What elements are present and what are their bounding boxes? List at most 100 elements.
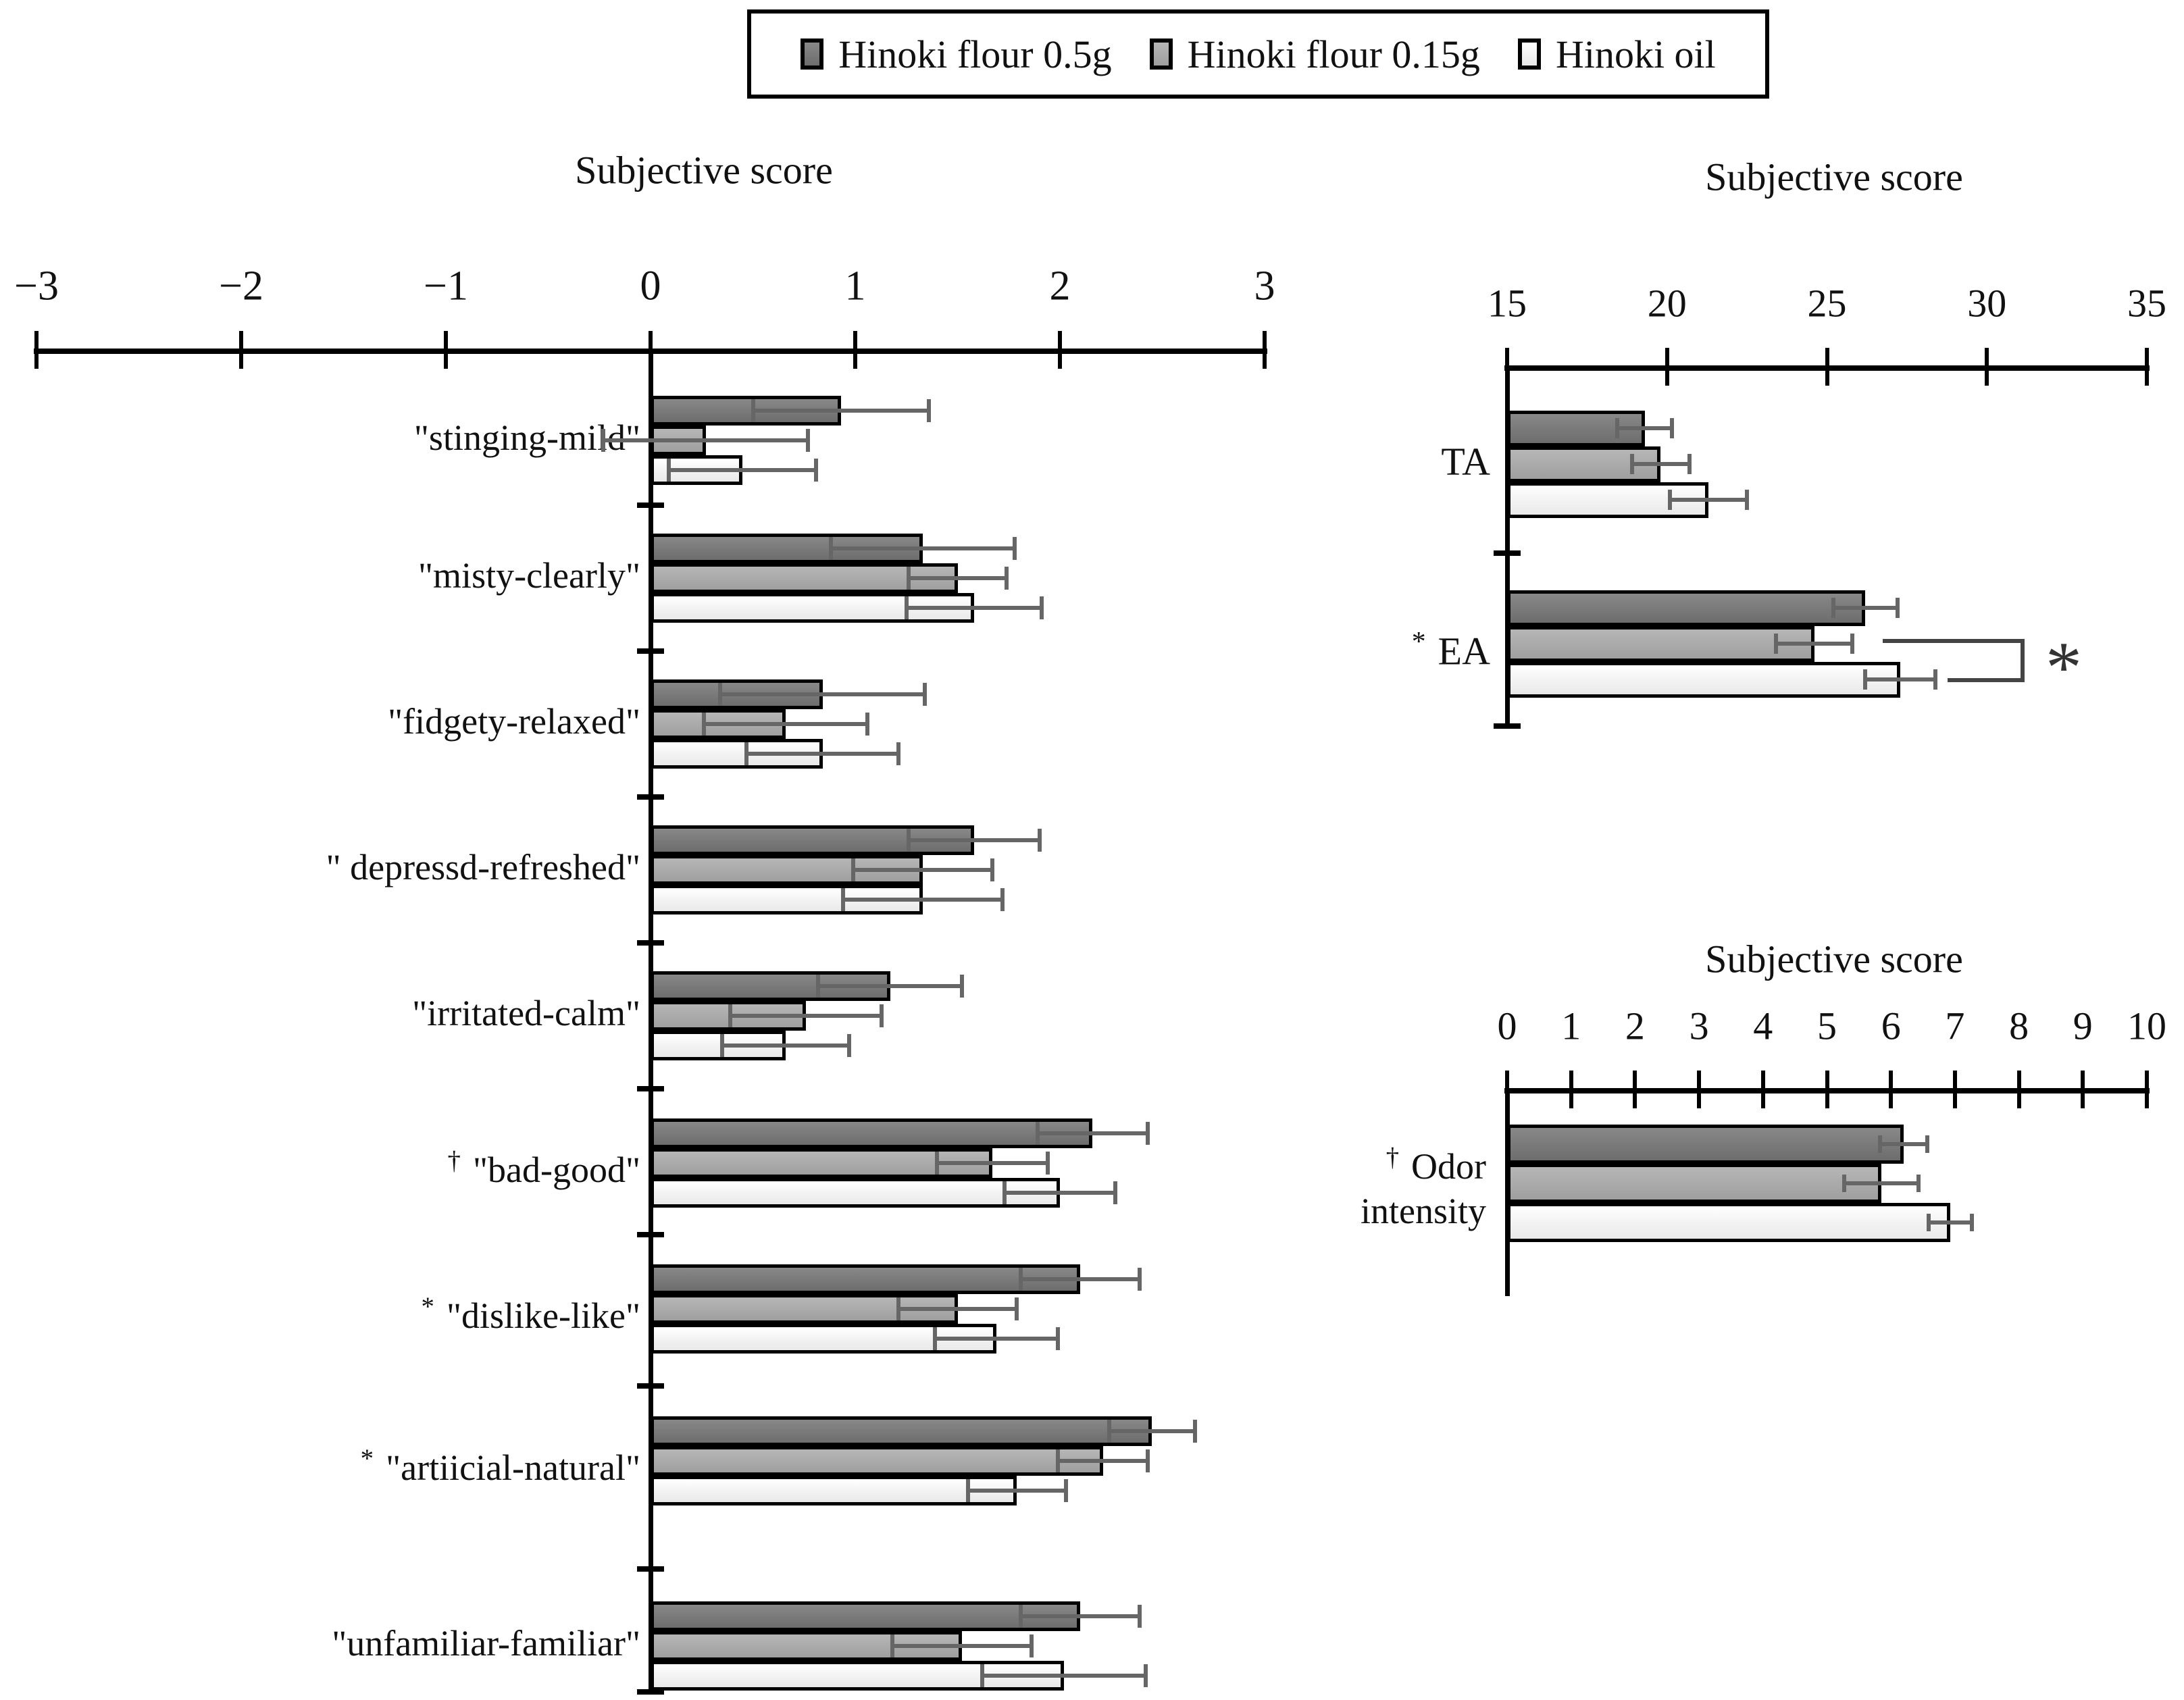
bar-hinoki-flour-0.5g-artiicial-natural xyxy=(651,1416,1152,1446)
category-label: "irritated-calm" xyxy=(412,993,640,1034)
axis-tick-label: −2 xyxy=(219,263,263,309)
axis-tick xyxy=(2016,1071,2021,1108)
error-bar-hinoki-flour-0.5g-depressd-refreshed xyxy=(908,838,1040,842)
error-bar-cap xyxy=(701,713,706,736)
baseline-tick xyxy=(637,1086,664,1091)
bar-hinoki-oil-ea xyxy=(1507,661,1901,698)
error-bar-hinoki-flour-0.15g-bad-good xyxy=(937,1161,1048,1165)
legend-label: Hinoki oil xyxy=(1555,32,1716,76)
error-bar-hinoki-flour-0.15g-misty-clearly xyxy=(908,576,1007,580)
error-bar-cap xyxy=(850,858,855,881)
error-bar-cap xyxy=(744,742,749,765)
axis-tick xyxy=(1505,348,1509,386)
axis-tick-label: −1 xyxy=(424,263,468,309)
error-bar-hinoki-flour-0.15g-artiicial-natural xyxy=(1057,1459,1148,1463)
error-bar-cap xyxy=(1055,1449,1060,1472)
error-bar-cap xyxy=(718,683,723,706)
bar-hinoki-oil-bad-good xyxy=(651,1178,1060,1208)
baseline-tick xyxy=(637,1689,664,1695)
baseline-tick xyxy=(637,1232,664,1237)
error-bar-hinoki-oil-odor-intensity xyxy=(1929,1220,1973,1225)
error-bar-hinoki-flour-0.5g-artiicial-natural xyxy=(1109,1429,1195,1433)
axis-tick xyxy=(1985,348,1989,386)
error-bar-cap xyxy=(1146,1449,1150,1472)
axis-tick xyxy=(1825,348,1829,386)
error-bar-hinoki-flour-0.5g-irritated-calm xyxy=(818,984,962,988)
error-bar-cap xyxy=(1850,634,1855,654)
axis-tick xyxy=(1889,1071,1894,1108)
error-bar-hinoki-flour-0.5g-odor-intensity xyxy=(1880,1142,1928,1146)
error-bar-cap xyxy=(720,1034,725,1057)
error-bar-cap xyxy=(959,975,964,998)
error-bar-cap xyxy=(1895,598,1900,618)
bar-hinoki-oil-misty-clearly xyxy=(651,593,974,623)
error-bar-cap xyxy=(1019,1268,1023,1291)
axis-tick xyxy=(1760,1071,1765,1108)
error-bar-hinoki-flour-0.5g-unfamiliar-familiar xyxy=(1021,1614,1140,1618)
error-bar-cap xyxy=(1113,1181,1117,1204)
error-bar-hinoki-oil-depressd-refreshed xyxy=(842,898,1003,902)
legend-swatch-hinoki-oil xyxy=(1517,38,1541,70)
error-bar-cap xyxy=(935,1152,940,1175)
baseline-tick xyxy=(1494,550,1521,556)
error-bar-hinoki-flour-0.15g-odor-intensity xyxy=(1844,1181,1919,1185)
error-bar-hinoki-flour-0.15g-depressd-refreshed xyxy=(853,868,992,872)
error-bar-cap xyxy=(1000,888,1005,911)
error-bar-hinoki-oil-irritated-calm xyxy=(722,1044,849,1048)
significance-marker: * xyxy=(1411,625,1426,657)
baseline-tick xyxy=(637,648,664,654)
error-bar-cap xyxy=(890,1634,894,1657)
axis-tick xyxy=(1569,1071,1573,1108)
error-bar-cap xyxy=(1927,1214,1931,1231)
significance-bracket-side xyxy=(2021,639,2025,682)
error-bar-hinoki-oil-misty-clearly xyxy=(906,606,1042,610)
axis-tick xyxy=(1505,1071,1509,1108)
significance-marker: * xyxy=(421,1292,434,1322)
baseline-tick xyxy=(637,794,664,800)
error-bar-cap xyxy=(1925,1135,1930,1153)
error-bar-cap xyxy=(906,567,911,590)
odor-chart-title: Subjective score xyxy=(1705,937,1963,981)
error-bar-hinoki-flour-0.5g-dislike-like xyxy=(1021,1277,1140,1281)
error-bar-hinoki-flour-0.5g-stinging-mild xyxy=(753,409,930,413)
error-bar-cap xyxy=(1192,1420,1197,1443)
bar-hinoki-oil-unfamiliar-familiar xyxy=(651,1661,1065,1691)
error-bar-hinoki-flour-0.5g-ea xyxy=(1833,606,1898,610)
error-bar-hinoki-oil-fidgety-relaxed xyxy=(746,752,898,756)
error-bar-hinoki-oil-bad-good xyxy=(1005,1191,1115,1195)
category-label: TA xyxy=(1441,439,1490,484)
left-chart-title: Subjective score xyxy=(575,148,833,192)
error-bar-cap xyxy=(846,1034,851,1057)
axis-tick-label: 7 xyxy=(1945,1004,1965,1048)
axis-tick-label: −3 xyxy=(14,263,59,309)
error-bar-hinoki-flour-0.15g-irritated-calm xyxy=(730,1014,882,1018)
significance-star: * xyxy=(2046,627,2082,708)
error-bar-hinoki-oil-ea xyxy=(1865,677,1936,681)
bar-hinoki-flour-0.15g-artiicial-natural xyxy=(651,1446,1103,1476)
error-bar-cap xyxy=(965,1479,970,1502)
error-bar-hinoki-flour-0.5g-bad-good xyxy=(1037,1131,1148,1135)
error-bar-hinoki-oil-stinging-mild xyxy=(669,468,817,472)
bar-hinoki-flour-0.15g-ea xyxy=(1507,625,1814,662)
bar-hinoki-flour-0.5g-dislike-like xyxy=(651,1264,1081,1294)
legend-label: Hinoki flour 0.5g xyxy=(838,32,1112,76)
bar-hinoki-flour-0.5g-odor-intensity xyxy=(1507,1125,1904,1164)
error-bar-hinoki-flour-0.15g-dislike-like xyxy=(898,1307,1017,1311)
error-bar-cap xyxy=(1615,418,1620,438)
error-bar-cap xyxy=(1138,1268,1142,1291)
axis-tick-label: 3 xyxy=(1254,263,1275,309)
error-bar-cap xyxy=(1029,1634,1034,1657)
axis-tick-label: 30 xyxy=(1967,281,2007,326)
axis-tick xyxy=(1058,331,1062,369)
error-bar-hinoki-oil-dislike-like xyxy=(935,1337,1058,1341)
category-label: † "bad-good" xyxy=(447,1146,640,1191)
error-bar-hinoki-oil-artiicial-natural xyxy=(967,1489,1067,1493)
axis-tick xyxy=(1633,1071,1637,1108)
axis-tick-label: 10 xyxy=(2127,1004,2166,1048)
axis-tick-label: 1 xyxy=(844,263,866,309)
error-bar-cap xyxy=(1013,537,1017,560)
error-bar-cap xyxy=(667,459,671,482)
error-bar-cap xyxy=(1037,829,1042,852)
error-bar-cap xyxy=(1878,1135,1883,1153)
